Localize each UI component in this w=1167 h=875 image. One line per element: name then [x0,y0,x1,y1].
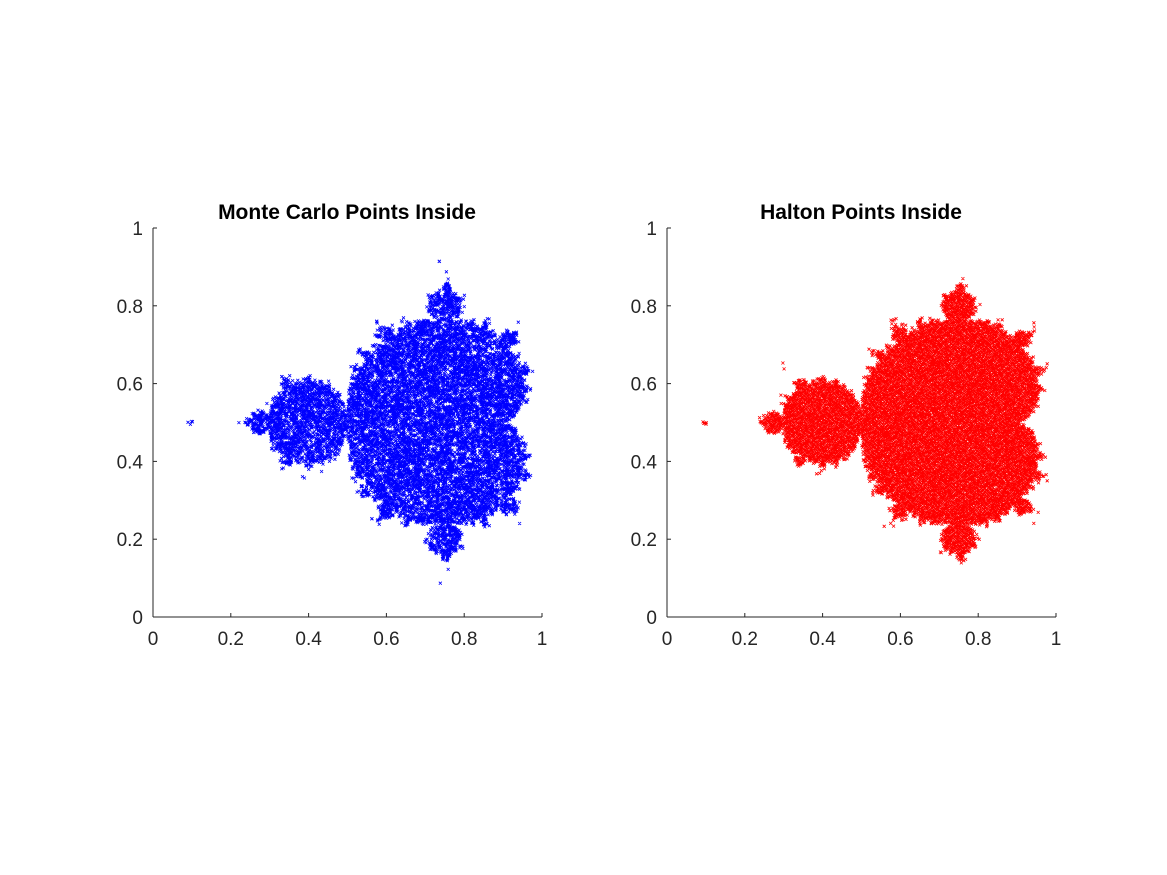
y-tick-label: 0 [132,608,143,629]
x-tick-label: 1 [537,629,548,650]
y-tick-label: 0.4 [631,452,658,473]
x-tick-label: 0.2 [732,629,758,650]
x-tick-label: 0.2 [218,629,244,650]
x-tick-label: 0.4 [295,629,322,650]
x-tick-label: 0 [148,629,159,650]
x-tick-label: 0.6 [887,629,913,650]
y-tick-label: 0.6 [631,375,657,396]
monte-carlo-chart: Monte Carlo Points Inside 0 0.2 0.4 0.6 0.8 1… [117,201,548,650]
x-tick-label: 1 [1051,629,1062,650]
y-tick-label: 1 [646,219,657,240]
y-tick-label: 0.2 [117,530,143,551]
x-tick-label: 0.6 [373,629,399,650]
data-points-halton [701,276,1049,565]
monte-carlo-axes: 0 0.2 0.4 0.6 0.8 1 0 0.2 0.4 0.6 0.8 1 [117,219,548,650]
y-tick-label: 0.4 [117,452,144,473]
halton-axes: 0 0.2 0.4 0.6 0.8 1 0 0.2 0.4 0.6 0.8 1 [631,219,1062,650]
data-points-monte-carlo [186,259,535,585]
halton-points [701,276,1049,565]
y-tick-label: 0.2 [631,530,657,551]
y-tick-label: 0.6 [117,375,143,396]
x-tick-label: 0.8 [451,629,477,650]
y-tick-label: 0.8 [117,297,143,318]
y-tick-label: 0 [646,608,657,629]
x-tick-label: 0.4 [809,629,836,650]
y-tick-label: 1 [132,219,143,240]
halton-chart-title: Halton Points Inside [760,201,962,224]
x-tick-label: 0.8 [965,629,991,650]
monte-carlo-points [186,259,535,585]
halton-chart: Halton Points Inside 0 0.2 0.4 0.6 0.8 100.20… [631,201,1062,650]
monte-carlo-chart-title: Monte Carlo Points Inside [218,201,476,224]
y-tick-label: 0.8 [631,297,657,318]
x-tick-label: 0 [662,629,673,650]
